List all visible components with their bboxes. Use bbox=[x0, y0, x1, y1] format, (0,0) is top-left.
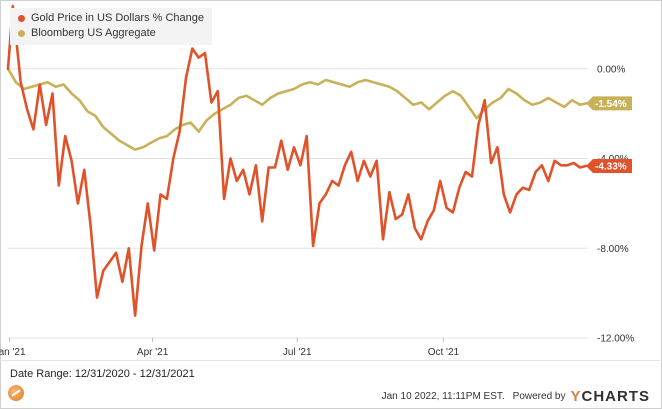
end-label-0: -4.33% bbox=[586, 158, 632, 173]
legend-label-gold: Gold Price in US Dollars % Change bbox=[31, 12, 205, 24]
x-tick-label-2: Jul '21 bbox=[283, 347, 312, 358]
end-label-bg-1 bbox=[586, 96, 632, 111]
end-label-bg-0 bbox=[586, 158, 632, 173]
x-axis-labels: Jan '21 Apr '21 Jul '21 Oct '21 bbox=[0, 347, 460, 358]
x-tick-label-0: Jan '21 bbox=[0, 347, 26, 358]
legend-item-gold[interactable]: Gold Price in US Dollars % Change bbox=[18, 11, 204, 26]
end-labels: -1.54% -4.33% bbox=[586, 96, 632, 173]
legend-item-bond[interactable]: Bloomberg US Aggregate bbox=[18, 26, 204, 41]
grid-layer bbox=[8, 68, 588, 342]
legend-dot-gold bbox=[18, 15, 25, 22]
end-label-text-0: -4.33% bbox=[595, 161, 627, 172]
series-layer bbox=[6, 4, 588, 317]
end-label-1: -1.54% bbox=[586, 96, 632, 111]
date-range: Date Range: 12/31/2020 - 12/31/2021 bbox=[10, 368, 195, 380]
footer-divider bbox=[0, 360, 660, 361]
y-tick-label-0: 0.00% bbox=[597, 64, 625, 75]
timestamp: Jan 10 2022, 11:11PM EST. bbox=[381, 391, 505, 402]
ycharts-brand[interactable]: YCHARTS bbox=[570, 388, 650, 405]
ycharts-logo-icon bbox=[8, 385, 24, 401]
brand-rest: CHARTS bbox=[581, 388, 650, 405]
y-tick-label-2: -8.00% bbox=[597, 244, 629, 255]
legend: Gold Price in US Dollars % Change Bloomb… bbox=[10, 8, 213, 45]
y-tick-label-3: -12.00% bbox=[597, 334, 634, 345]
legend-label-bond: Bloomberg US Aggregate bbox=[31, 27, 156, 39]
end-label-text-1: -1.54% bbox=[595, 99, 627, 110]
brand-y: Y bbox=[570, 388, 582, 405]
footer-credits: Jan 10 2022, 11:11PM EST. Powered by YCH… bbox=[382, 388, 650, 405]
series-line-1[interactable] bbox=[6, 67, 588, 151]
series-line-0[interactable] bbox=[6, 4, 588, 317]
powered-by-label: Powered by bbox=[512, 391, 566, 402]
legend-dot-bond bbox=[18, 30, 25, 37]
x-tick-label-3: Oct '21 bbox=[428, 347, 460, 358]
x-tick-label-1: Apr '21 bbox=[137, 347, 169, 358]
